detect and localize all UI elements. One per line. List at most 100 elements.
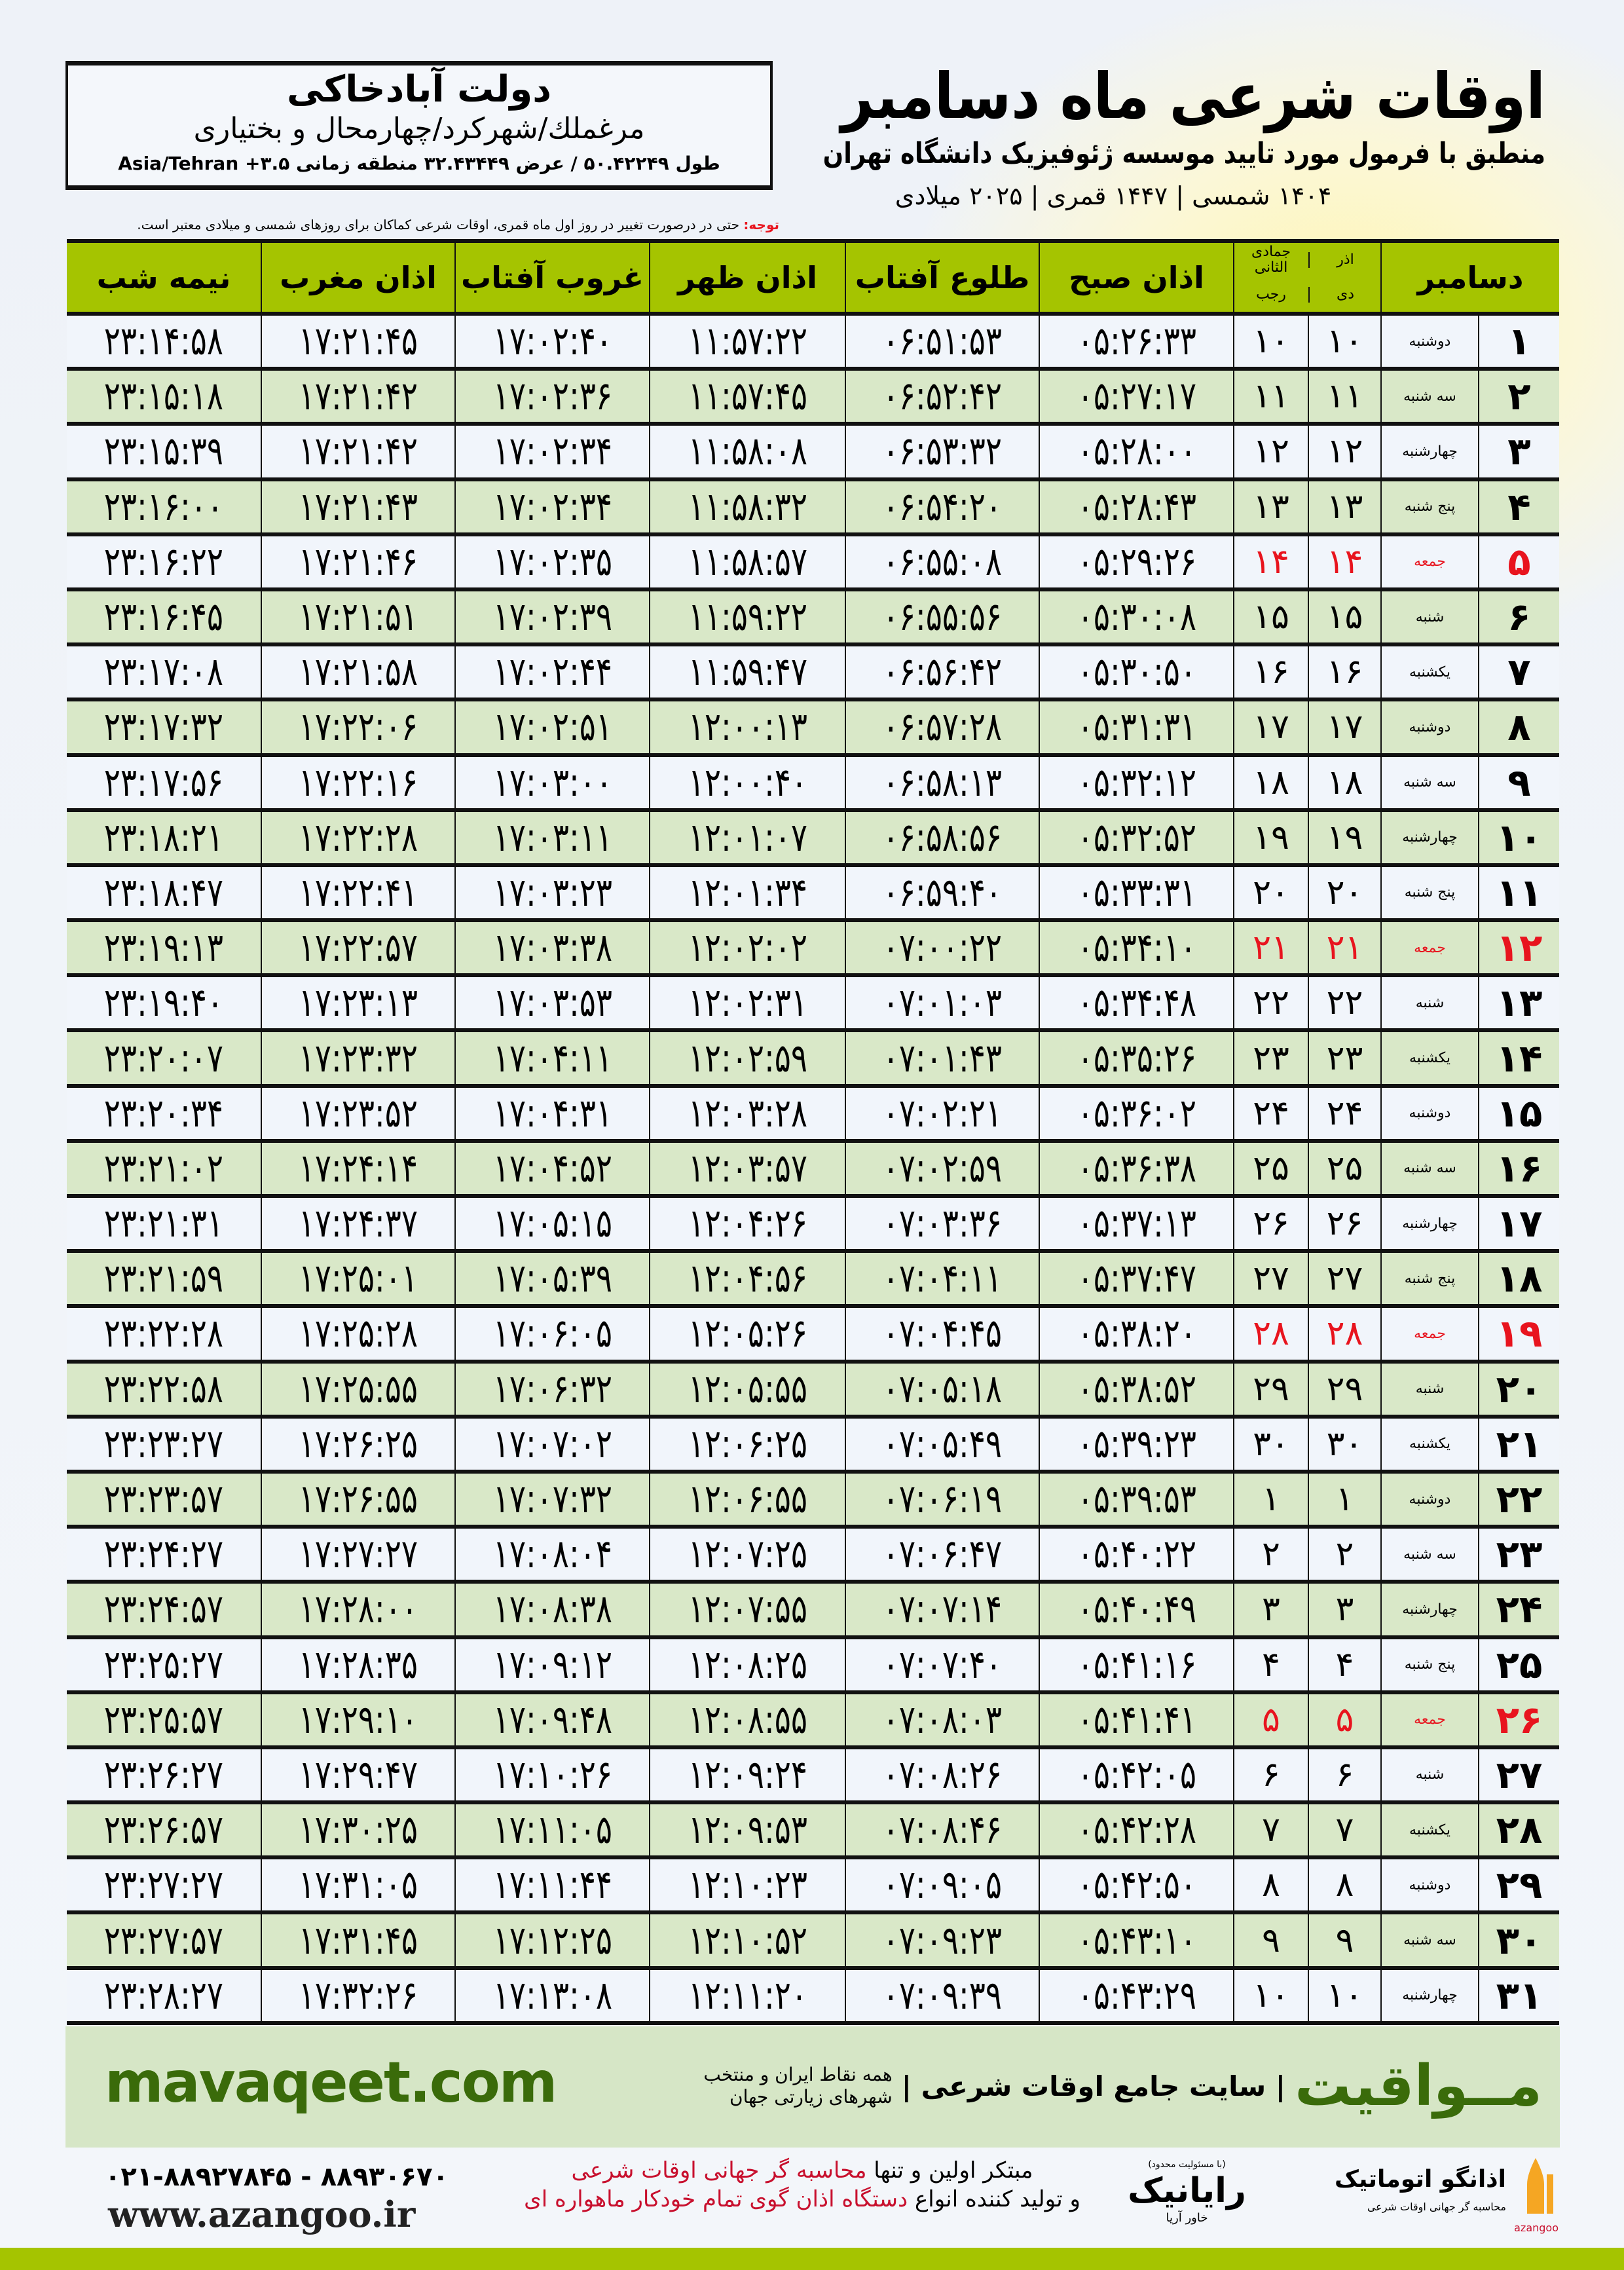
maghrib-cell-value: ۱۷:۲۶:۲۵ xyxy=(298,1421,418,1467)
sunrise-cell: ۰۶:۵۱:۵۳ xyxy=(845,316,1039,367)
midnight-cell: ۲۳:۲۳:۲۷ xyxy=(67,1419,261,1470)
weekday-cell: دوشنبه xyxy=(1380,1473,1478,1525)
fajr-cell: ۰۵:۴۳:۱۰ xyxy=(1039,1914,1233,1966)
page-subtitle: منطبق با فرمول مورد تایید موسسه ژئوفیزیک… xyxy=(822,137,1545,170)
sunrise-cell: ۰۷:۰۸:۰۳ xyxy=(845,1694,1039,1745)
sunset-cell-value: ۱۷:۰۳:۱۱ xyxy=(492,814,612,861)
maghrib-cell: ۱۷:۲۹:۱۰ xyxy=(261,1694,454,1745)
dhuhr-cell-value: ۱۲:۱۱:۲۰ xyxy=(688,1972,807,2019)
dhuhr-cell: ۱۲:۰۱:۰۷ xyxy=(649,811,845,863)
dhuhr-cell: ۱۲:۱۰:۲۳ xyxy=(649,1859,845,1911)
solar-day-cell: ۲۴ xyxy=(1308,1087,1380,1139)
midnight-cell-value: ۲۳:۱۶:۲۲ xyxy=(103,538,224,585)
weekday-cell: پنج شنبه xyxy=(1380,1639,1478,1690)
solar-day-cell: ۳۰ xyxy=(1308,1418,1380,1470)
sunrise-cell: ۰۶:۵۳:۳۲ xyxy=(845,426,1039,477)
table-row: ۱۵ دوشنبه ۲۴ ۲۴ ۰۵:۳۶:۰۲ ۰۷:۰۲:۲۱ ۱۲:۰۳:۲۸ ۱۷:۰… xyxy=(67,1087,1559,1143)
solar-day-cell: ۱۹ xyxy=(1308,811,1380,863)
midnight-cell: ۲۳:۲۸:۲۷ xyxy=(67,1970,261,2021)
day-cell: ۴ xyxy=(1478,481,1559,532)
sunset-cell: ۱۷:۰۵:۳۹ xyxy=(454,1253,649,1305)
col-day: دسامبر xyxy=(1380,243,1559,312)
fajr-cell-value: ۰۵:۳۷:۱۳ xyxy=(1077,1200,1196,1247)
midnight-cell: ۲۳:۲۰:۳۴ xyxy=(67,1088,261,1139)
fajr-cell-value: ۰۵:۴۰:۴۹ xyxy=(1077,1586,1196,1633)
rayanik-name: رایانیک xyxy=(1128,2171,1246,2210)
fajr-cell: ۰۵:۳۹:۵۳ xyxy=(1039,1473,1233,1525)
promo-2a: و تولید کننده انواع xyxy=(908,2186,1080,2212)
sunrise-cell: ۰۶:۵۷:۲۸ xyxy=(845,701,1039,753)
contact-website[interactable]: www.azangoo.ir xyxy=(108,2193,416,2235)
table-row: ۱۱ پنج شنبه ۲۰ ۲۰ ۰۵:۳۳:۳۱ ۰۶:۵۹:۴۰ ۱۲:۰۱:۳۴ ۱۷… xyxy=(67,866,1559,923)
sunrise-cell: ۰۷:۰۱:۰۳ xyxy=(845,977,1039,1029)
weekday-cell: جمعه xyxy=(1380,536,1478,587)
solar-day-cell: ۸ xyxy=(1308,1859,1380,1911)
solar-day-cell: ۱۱ xyxy=(1308,371,1380,422)
weekday-cell: جمعه xyxy=(1380,1308,1478,1360)
sunset-cell: ۱۷:۰۳:۳۸ xyxy=(454,922,649,974)
promo-1b: محاسبه گر جهانی اوقات شرعی xyxy=(571,2157,867,2184)
midnight-cell: ۲۳:۲۰:۰۷ xyxy=(67,1032,261,1083)
fajr-cell-value: ۰۵:۴۱:۱۶ xyxy=(1077,1641,1196,1688)
sunrise-cell: ۰۷:۰۵:۴۹ xyxy=(845,1418,1039,1470)
maghrib-cell-value: ۱۷:۲۵:۰۱ xyxy=(298,1256,418,1302)
weekday-cell: شنبه xyxy=(1380,1363,1478,1415)
maghrib-cell-value: ۱۷:۲۶:۵۵ xyxy=(298,1476,418,1523)
fajr-cell: ۰۵:۴۲:۵۰ xyxy=(1039,1859,1233,1911)
sunset-cell-value: ۱۷:۰۷:۰۲ xyxy=(492,1421,612,1467)
brand-url[interactable]: mavaqeet.com xyxy=(105,2050,557,2115)
fajr-cell-value: ۰۵:۴۱:۴۱ xyxy=(1077,1696,1196,1743)
solar-day-cell: ۲۹ xyxy=(1308,1363,1380,1415)
solar-day-cell: ۲ xyxy=(1308,1529,1380,1580)
fajr-cell: ۰۵:۴۱:۴۱ xyxy=(1039,1694,1233,1745)
dhuhr-cell: ۱۱:۵۸:۵۷ xyxy=(649,536,845,587)
sunset-cell: ۱۷:۰۷:۳۲ xyxy=(454,1473,649,1525)
dhuhr-cell-value: ۱۲:۰۳:۲۸ xyxy=(688,1090,807,1136)
table-row: ۴ پنج شنبه ۱۳ ۱۳ ۰۵:۲۸:۴۳ ۰۶:۵۴:۲۰ ۱۱:۵۸:۳۲ ۱۷:… xyxy=(67,481,1559,536)
dhuhr-cell: ۱۱:۵۸:۰۸ xyxy=(649,426,845,477)
fajr-cell: ۰۵:۳۸:۲۰ xyxy=(1039,1308,1233,1360)
table-row: ۲۱ یکشنبه ۳۰ ۳۰ ۰۵:۳۹:۲۳ ۰۷:۰۵:۴۹ ۱۲:۰۶:۲۵ ۱۷:۰… xyxy=(67,1418,1559,1474)
dhuhr-cell-value: ۱۲:۰۴:۵۶ xyxy=(688,1256,807,1302)
midnight-cell: ۲۳:۱۷:۳۲ xyxy=(67,701,261,753)
solar-day-cell: ۱۷ xyxy=(1308,701,1380,753)
table-row: ۱۹ جمعه ۲۸ ۲۸ ۰۵:۳۸:۲۰ ۰۷:۰۴:۴۵ ۱۲:۰۵:۲۶ ۱۷:۰۶:… xyxy=(67,1308,1559,1364)
fajr-cell-value: ۰۵:۳۴:۴۸ xyxy=(1077,980,1196,1026)
dhuhr-cell: ۱۲:۰۸:۵۵ xyxy=(649,1694,845,1745)
sunrise-cell-value: ۰۶:۵۲:۴۲ xyxy=(882,373,1003,420)
sunset-cell: ۱۷:۰۲:۳۹ xyxy=(454,591,649,643)
day-cell: ۱۷ xyxy=(1478,1198,1559,1250)
sunset-cell: ۱۷:۰۴:۳۱ xyxy=(454,1087,649,1139)
weekday-cell: پنج شنبه xyxy=(1380,481,1478,532)
maghrib-cell: ۱۷:۲۱:۴۲ xyxy=(261,371,454,422)
maghrib-cell-value: ۱۷:۳۱:۴۵ xyxy=(298,1917,418,1963)
midnight-cell: ۲۳:۱۷:۵۶ xyxy=(67,757,261,808)
lunar-day-cell: ۱۳ xyxy=(1233,481,1308,532)
dhuhr-cell: ۱۲:۰۰:۴۰ xyxy=(649,756,845,808)
midnight-cell: ۲۳:۲۷:۵۷ xyxy=(67,1914,261,1965)
lunar-day-cell: ۹ xyxy=(1233,1914,1308,1966)
fajr-cell: ۰۵:۳۹:۲۳ xyxy=(1039,1418,1233,1470)
fajr-cell: ۰۵:۴۲:۰۵ xyxy=(1039,1749,1233,1801)
weekday-cell: شنبه xyxy=(1380,977,1478,1029)
lunar-day-cell: ۱۱ xyxy=(1233,371,1308,422)
table-row: ۱۴ یکشنبه ۲۳ ۲۳ ۰۵:۳۵:۲۶ ۰۷:۰۱:۴۳ ۱۲:۰۲:۵۹ ۱۷:۰… xyxy=(67,1032,1559,1088)
maghrib-cell-value: ۱۷:۲۸:۳۵ xyxy=(298,1641,418,1688)
midnight-cell-value: ۲۳:۲۴:۵۷ xyxy=(103,1586,224,1633)
midnight-cell-value: ۲۳:۲۱:۳۱ xyxy=(103,1200,224,1247)
dhuhr-cell-value: ۱۱:۵۹:۲۲ xyxy=(688,594,807,641)
sunrise-cell-value: ۰۷:۰۹:۲۳ xyxy=(882,1917,1003,1963)
sunset-cell-value: ۱۷:۰۴:۵۲ xyxy=(492,1145,612,1191)
weekday-cell: جمعه xyxy=(1380,1694,1478,1745)
weekday-cell: یکشنبه xyxy=(1380,1804,1478,1856)
day-cell: ۲۳ xyxy=(1478,1529,1559,1580)
fajr-cell-value: ۰۵:۳۶:۳۸ xyxy=(1077,1145,1196,1191)
fajr-cell-value: ۰۵:۴۲:۵۰ xyxy=(1077,1862,1196,1908)
sunset-cell-value: ۱۷:۱۰:۲۶ xyxy=(492,1751,612,1798)
solar-day-cell: ۲۱ xyxy=(1308,922,1380,974)
fajr-cell: ۰۵:۳۱:۳۱ xyxy=(1039,701,1233,753)
day-cell: ۱۶ xyxy=(1478,1142,1559,1194)
weekday-cell: یکشنبه xyxy=(1380,646,1478,698)
maghrib-cell: ۱۷:۲۱:۴۲ xyxy=(261,426,454,477)
solar-day-cell: ۲۰ xyxy=(1308,866,1380,919)
